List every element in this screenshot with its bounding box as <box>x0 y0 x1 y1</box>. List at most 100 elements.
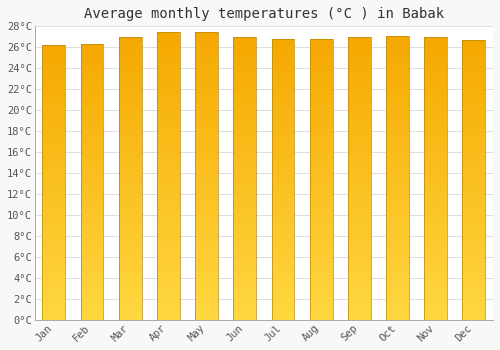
Bar <box>424 75 447 79</box>
Bar <box>310 151 332 156</box>
Bar <box>119 301 142 306</box>
Bar <box>310 222 332 226</box>
Bar <box>272 67 294 72</box>
Bar <box>119 126 142 131</box>
Bar <box>195 238 218 243</box>
Bar <box>386 268 409 273</box>
Bar <box>310 142 332 147</box>
Bar <box>195 214 218 219</box>
Bar <box>462 194 485 198</box>
Bar <box>119 155 142 160</box>
Bar <box>386 273 409 277</box>
Bar <box>119 60 142 65</box>
Bar <box>386 126 409 131</box>
Bar <box>42 219 66 224</box>
Bar <box>42 91 66 96</box>
Bar <box>462 278 485 282</box>
Bar <box>195 219 218 224</box>
Bar <box>386 107 409 112</box>
Bar <box>310 104 332 109</box>
Bar <box>195 248 218 253</box>
Bar <box>157 301 180 306</box>
Bar <box>42 160 66 164</box>
Bar <box>80 118 104 122</box>
Bar <box>272 264 294 268</box>
Bar <box>310 123 332 128</box>
Bar <box>195 258 218 262</box>
Bar <box>424 183 447 188</box>
Bar <box>348 65 371 70</box>
Bar <box>348 150 371 155</box>
Bar <box>462 292 485 296</box>
Bar <box>42 256 66 260</box>
Bar <box>386 183 409 187</box>
Bar <box>234 301 256 306</box>
Bar <box>386 112 409 116</box>
Bar <box>272 208 294 212</box>
Bar <box>157 248 180 253</box>
Bar <box>157 296 180 301</box>
Bar <box>348 131 371 136</box>
Bar <box>42 293 66 297</box>
Bar <box>119 259 142 263</box>
Bar <box>195 147 218 152</box>
Bar <box>80 90 104 95</box>
Bar <box>80 177 104 182</box>
Bar <box>348 169 371 174</box>
Bar <box>234 126 256 131</box>
Bar <box>80 44 104 320</box>
Bar <box>348 178 371 183</box>
Bar <box>462 240 485 245</box>
Bar <box>119 65 142 70</box>
Bar <box>272 151 294 156</box>
Bar <box>272 287 294 292</box>
Bar <box>119 292 142 296</box>
Bar <box>42 215 66 219</box>
Bar <box>462 86 485 91</box>
Bar <box>195 104 218 108</box>
Bar <box>386 78 409 83</box>
Bar <box>386 211 409 216</box>
Bar <box>234 37 256 42</box>
Bar <box>80 182 104 187</box>
Bar <box>348 259 371 263</box>
Bar <box>386 173 409 178</box>
Bar <box>462 119 485 124</box>
Bar <box>157 195 180 200</box>
Bar <box>195 286 218 291</box>
Bar <box>234 230 256 235</box>
Bar <box>272 161 294 165</box>
Bar <box>272 273 294 278</box>
Bar <box>348 107 371 112</box>
Bar <box>80 279 104 283</box>
Bar <box>310 90 332 95</box>
Bar <box>424 37 447 320</box>
Bar <box>272 48 294 53</box>
Bar <box>234 60 256 65</box>
Bar <box>157 200 180 205</box>
Bar <box>119 145 142 150</box>
Bar <box>157 152 180 156</box>
Bar <box>42 59 66 63</box>
Bar <box>348 103 371 107</box>
Bar <box>348 42 371 46</box>
Bar <box>234 164 256 169</box>
Bar <box>462 231 485 236</box>
Bar <box>424 46 447 51</box>
Bar <box>310 273 332 278</box>
Bar <box>272 76 294 81</box>
Bar <box>386 36 409 41</box>
Bar <box>80 127 104 132</box>
Bar <box>272 278 294 282</box>
Bar <box>119 37 142 320</box>
Bar <box>195 233 218 238</box>
Bar <box>80 154 104 159</box>
Bar <box>157 253 180 258</box>
Bar <box>195 142 218 147</box>
Bar <box>310 226 332 231</box>
Bar <box>119 160 142 164</box>
Bar <box>80 237 104 242</box>
Bar <box>424 193 447 197</box>
Bar <box>272 58 294 62</box>
Bar <box>80 104 104 108</box>
